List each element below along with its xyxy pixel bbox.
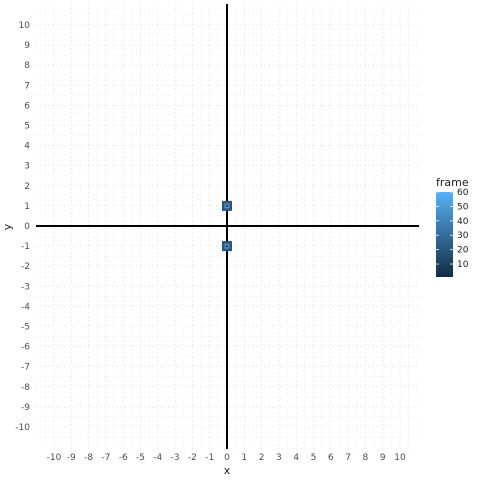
data-point-highlight bbox=[224, 203, 230, 209]
legend-colorbar bbox=[436, 192, 453, 277]
y-tick-label: -5 bbox=[21, 323, 30, 333]
x-tick-label: 10 bbox=[394, 453, 406, 463]
x-tick-label: -4 bbox=[153, 453, 162, 463]
y-tick-label: 2 bbox=[24, 182, 30, 192]
legend-breaks: 10 20 30 40 50 60 bbox=[436, 188, 469, 270]
x-tick-label: 0 bbox=[224, 453, 230, 463]
y-tick-label: 1 bbox=[24, 202, 30, 212]
y-tick-label: 0 bbox=[24, 222, 30, 232]
x-tick-label: -3 bbox=[171, 453, 180, 463]
y-tick-label: -3 bbox=[21, 282, 30, 292]
legend: frame 10 20 30 40 50 60 bbox=[436, 176, 469, 277]
y-tick-label: -7 bbox=[21, 363, 30, 373]
legend-break-label: 40 bbox=[457, 217, 469, 227]
x-tick-label: -10 bbox=[47, 453, 62, 463]
legend-break-label: 20 bbox=[457, 246, 469, 256]
y-tick-label: 7 bbox=[24, 81, 30, 91]
data-point bbox=[222, 200, 232, 211]
y-tick-label: 10 bbox=[19, 21, 31, 31]
data-points bbox=[222, 200, 232, 252]
legend-break-label: 10 bbox=[457, 260, 469, 270]
x-tick-label: 1 bbox=[241, 453, 247, 463]
y-tick-label: 6 bbox=[24, 101, 30, 111]
x-tick-label: -7 bbox=[101, 453, 110, 463]
x-axis-title: x bbox=[224, 464, 231, 477]
x-tick-label: 5 bbox=[311, 453, 317, 463]
x-tick-label: -6 bbox=[119, 453, 128, 463]
y-tick-label: 8 bbox=[24, 61, 30, 71]
legend-title: frame bbox=[436, 176, 469, 189]
data-point-highlight bbox=[224, 243, 230, 249]
x-tick-label: -9 bbox=[67, 453, 76, 463]
y-tick-label: -4 bbox=[21, 302, 30, 312]
y-tick-label: -9 bbox=[21, 403, 30, 413]
x-tick-label: 4 bbox=[293, 453, 299, 463]
y-tick-label: 5 bbox=[24, 122, 30, 132]
y-tick-label: -2 bbox=[21, 262, 30, 272]
x-tick-label: 7 bbox=[345, 453, 351, 463]
x-tick-label: 2 bbox=[259, 453, 265, 463]
reference-lines bbox=[36, 4, 419, 449]
legend-break-label: 50 bbox=[457, 202, 469, 212]
y-tick-label: -8 bbox=[21, 383, 30, 393]
x-tick-label: -1 bbox=[205, 453, 214, 463]
x-tick-label: 8 bbox=[363, 453, 369, 463]
y-tick-label: -10 bbox=[15, 423, 30, 433]
x-tick-label: 9 bbox=[380, 453, 386, 463]
y-tick-label: -6 bbox=[21, 343, 30, 353]
x-axis-ticks: -10 -9 -8 -7 -6 -5 -4 -3 -2 -1 0 1 2 3 4 5 6 7 8 9 10 bbox=[47, 453, 406, 463]
x-tick-label: 6 bbox=[328, 453, 334, 463]
legend-break-label: 30 bbox=[457, 231, 469, 241]
x-tick-label: -5 bbox=[136, 453, 145, 463]
legend-break-label: 60 bbox=[457, 188, 469, 198]
x-tick-label: -8 bbox=[84, 453, 93, 463]
x-tick-label: -2 bbox=[188, 453, 197, 463]
x-tick-label: 3 bbox=[276, 453, 282, 463]
y-tick-label: 3 bbox=[24, 162, 30, 172]
y-tick-label: 9 bbox=[24, 41, 30, 51]
y-tick-label: -1 bbox=[21, 242, 30, 252]
data-point bbox=[222, 241, 232, 252]
y-axis-title: y bbox=[1, 223, 14, 230]
y-tick-label: 4 bbox=[24, 142, 30, 152]
